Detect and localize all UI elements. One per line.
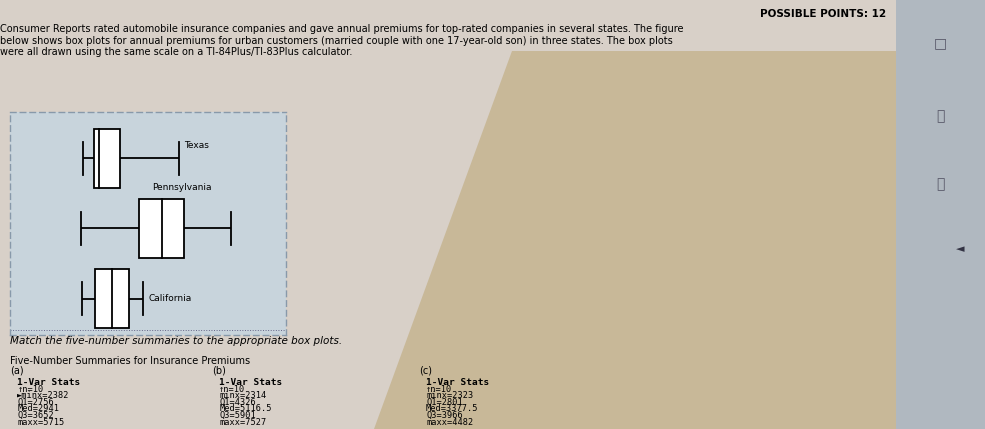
Text: (b): (b) (212, 366, 226, 375)
Bar (139, 199, 184, 258)
Text: Consumer Reports rated automobile insurance companies and gave annual premiums f: Consumer Reports rated automobile insura… (0, 24, 684, 57)
Bar (94, 129, 119, 188)
Text: Q3=3652: Q3=3652 (18, 411, 54, 420)
Text: POSSIBLE POINTS: 12: POSSIBLE POINTS: 12 (760, 9, 887, 18)
Text: □: □ (934, 36, 948, 50)
Text: Five-Number Summaries for Insurance Premiums: Five-Number Summaries for Insurance Prem… (10, 356, 250, 366)
Text: (c): (c) (419, 366, 431, 375)
Text: maxx=5715: maxx=5715 (18, 418, 65, 427)
Text: 1-Var Stats: 1-Var Stats (220, 378, 283, 387)
Text: Q1=2801: Q1=2801 (427, 398, 463, 407)
Text: ►minx=2382: ►minx=2382 (18, 391, 70, 400)
Text: Q1=4326: Q1=4326 (220, 398, 256, 407)
Text: Q3=3966: Q3=3966 (427, 411, 463, 420)
Text: Med=2941: Med=2941 (18, 405, 59, 414)
Text: minx=2323: minx=2323 (427, 391, 474, 400)
Text: Pennsylvania: Pennsylvania (152, 183, 212, 192)
Text: ⓘ: ⓘ (937, 109, 945, 123)
Text: ↑n=10: ↑n=10 (427, 384, 452, 393)
Text: Match the five-number summaries to the appropriate box plots.: Match the five-number summaries to the a… (10, 336, 342, 346)
Text: 1-Var Stats: 1-Var Stats (18, 378, 81, 387)
Text: Med=3377.5: Med=3377.5 (427, 405, 479, 414)
Text: Med=5116.5: Med=5116.5 (220, 405, 272, 414)
Text: (a): (a) (10, 366, 24, 375)
Text: 1-Var Stats: 1-Var Stats (427, 378, 490, 387)
Text: ⤢: ⤢ (937, 178, 945, 191)
Text: maxx=4482: maxx=4482 (427, 418, 474, 427)
Bar (896, 0, 985, 429)
Text: ↑n=10: ↑n=10 (18, 384, 43, 393)
Text: Q3=5901: Q3=5901 (220, 411, 256, 420)
Text: Texas: Texas (184, 141, 209, 150)
Polygon shape (374, 51, 985, 429)
Bar (96, 269, 129, 328)
Text: ◄: ◄ (956, 244, 964, 254)
Text: ↑n=10: ↑n=10 (220, 384, 245, 393)
Text: maxx=7527: maxx=7527 (220, 418, 267, 427)
Text: minx=2314: minx=2314 (220, 391, 267, 400)
Text: California: California (149, 294, 192, 303)
Text: Q1=2756: Q1=2756 (18, 398, 54, 407)
